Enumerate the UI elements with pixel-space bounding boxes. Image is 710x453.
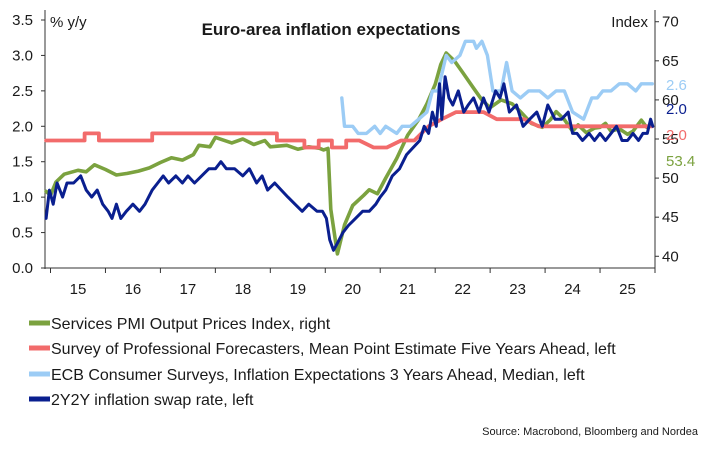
x-tick-label: 19 xyxy=(289,281,306,298)
x-tick-label: 16 xyxy=(125,281,142,298)
right-tick-label: 60 xyxy=(662,92,679,109)
right-tick-label: 50 xyxy=(662,170,679,187)
left-tick-label: 1.5 xyxy=(12,154,33,171)
x-tick-label: 22 xyxy=(454,281,471,298)
x-tick-label: 15 xyxy=(70,281,87,298)
x-tick-label: 24 xyxy=(564,281,581,298)
right-tick-label: 70 xyxy=(662,14,679,31)
x-tick-label: 23 xyxy=(509,281,526,298)
series-line-3 xyxy=(340,39,654,136)
x-tick-label: 21 xyxy=(399,281,416,298)
chart-title: Euro-area inflation expectations xyxy=(202,20,461,39)
right-axis-title: Index xyxy=(611,14,648,31)
left-tick-label: 0.5 xyxy=(12,225,33,242)
series-end-label-2: 2.0 xyxy=(666,127,687,144)
legend-label-4: 2Y2Y inflation swap rate, left xyxy=(51,392,254,409)
series-end-label-1: 53.4 xyxy=(666,153,695,170)
x-tick-label: 25 xyxy=(619,281,636,298)
left-tick-label: 2.0 xyxy=(12,118,33,135)
x-tick-label: 20 xyxy=(344,281,361,298)
left-tick-label: 0.0 xyxy=(12,260,33,277)
left-tick-label: 3.5 xyxy=(12,12,33,29)
series-line-2 xyxy=(44,110,655,150)
legend-label-2: Survey of Professional Forecasters, Mean… xyxy=(51,341,616,358)
right-tick-label: 40 xyxy=(662,248,679,265)
x-tick-label: 17 xyxy=(180,281,197,298)
left-tick-label: 2.5 xyxy=(12,83,33,100)
right-tick-label: 65 xyxy=(662,53,679,70)
legend: Services PMI Output Prices Index, right S… xyxy=(29,316,616,409)
left-tick-label: 1.0 xyxy=(12,189,33,206)
plot-area: 0.0 0.5 1.0 1.5 2.0 2.5 3.0 3.5 40 45 50 55 60 65 70 15… xyxy=(12,10,695,298)
x-tick-label: 18 xyxy=(234,281,251,298)
legend-label-3: ECB Consumer Surveys, Inflation Expectat… xyxy=(51,367,585,384)
left-axis-title: % y/y xyxy=(50,14,87,31)
source-note: Source: Macrobond, Bloomberg and Nordea xyxy=(482,426,699,438)
series-end-label-4: 2.0 xyxy=(666,101,687,118)
right-tick-label: 45 xyxy=(662,209,679,226)
series-end-label-3: 2.6 xyxy=(666,77,687,94)
series-line-4 xyxy=(44,75,655,252)
legend-label-1: Services PMI Output Prices Index, right xyxy=(51,316,331,333)
left-tick-label: 3.0 xyxy=(12,47,33,64)
right-tick-label: 55 xyxy=(662,131,679,148)
